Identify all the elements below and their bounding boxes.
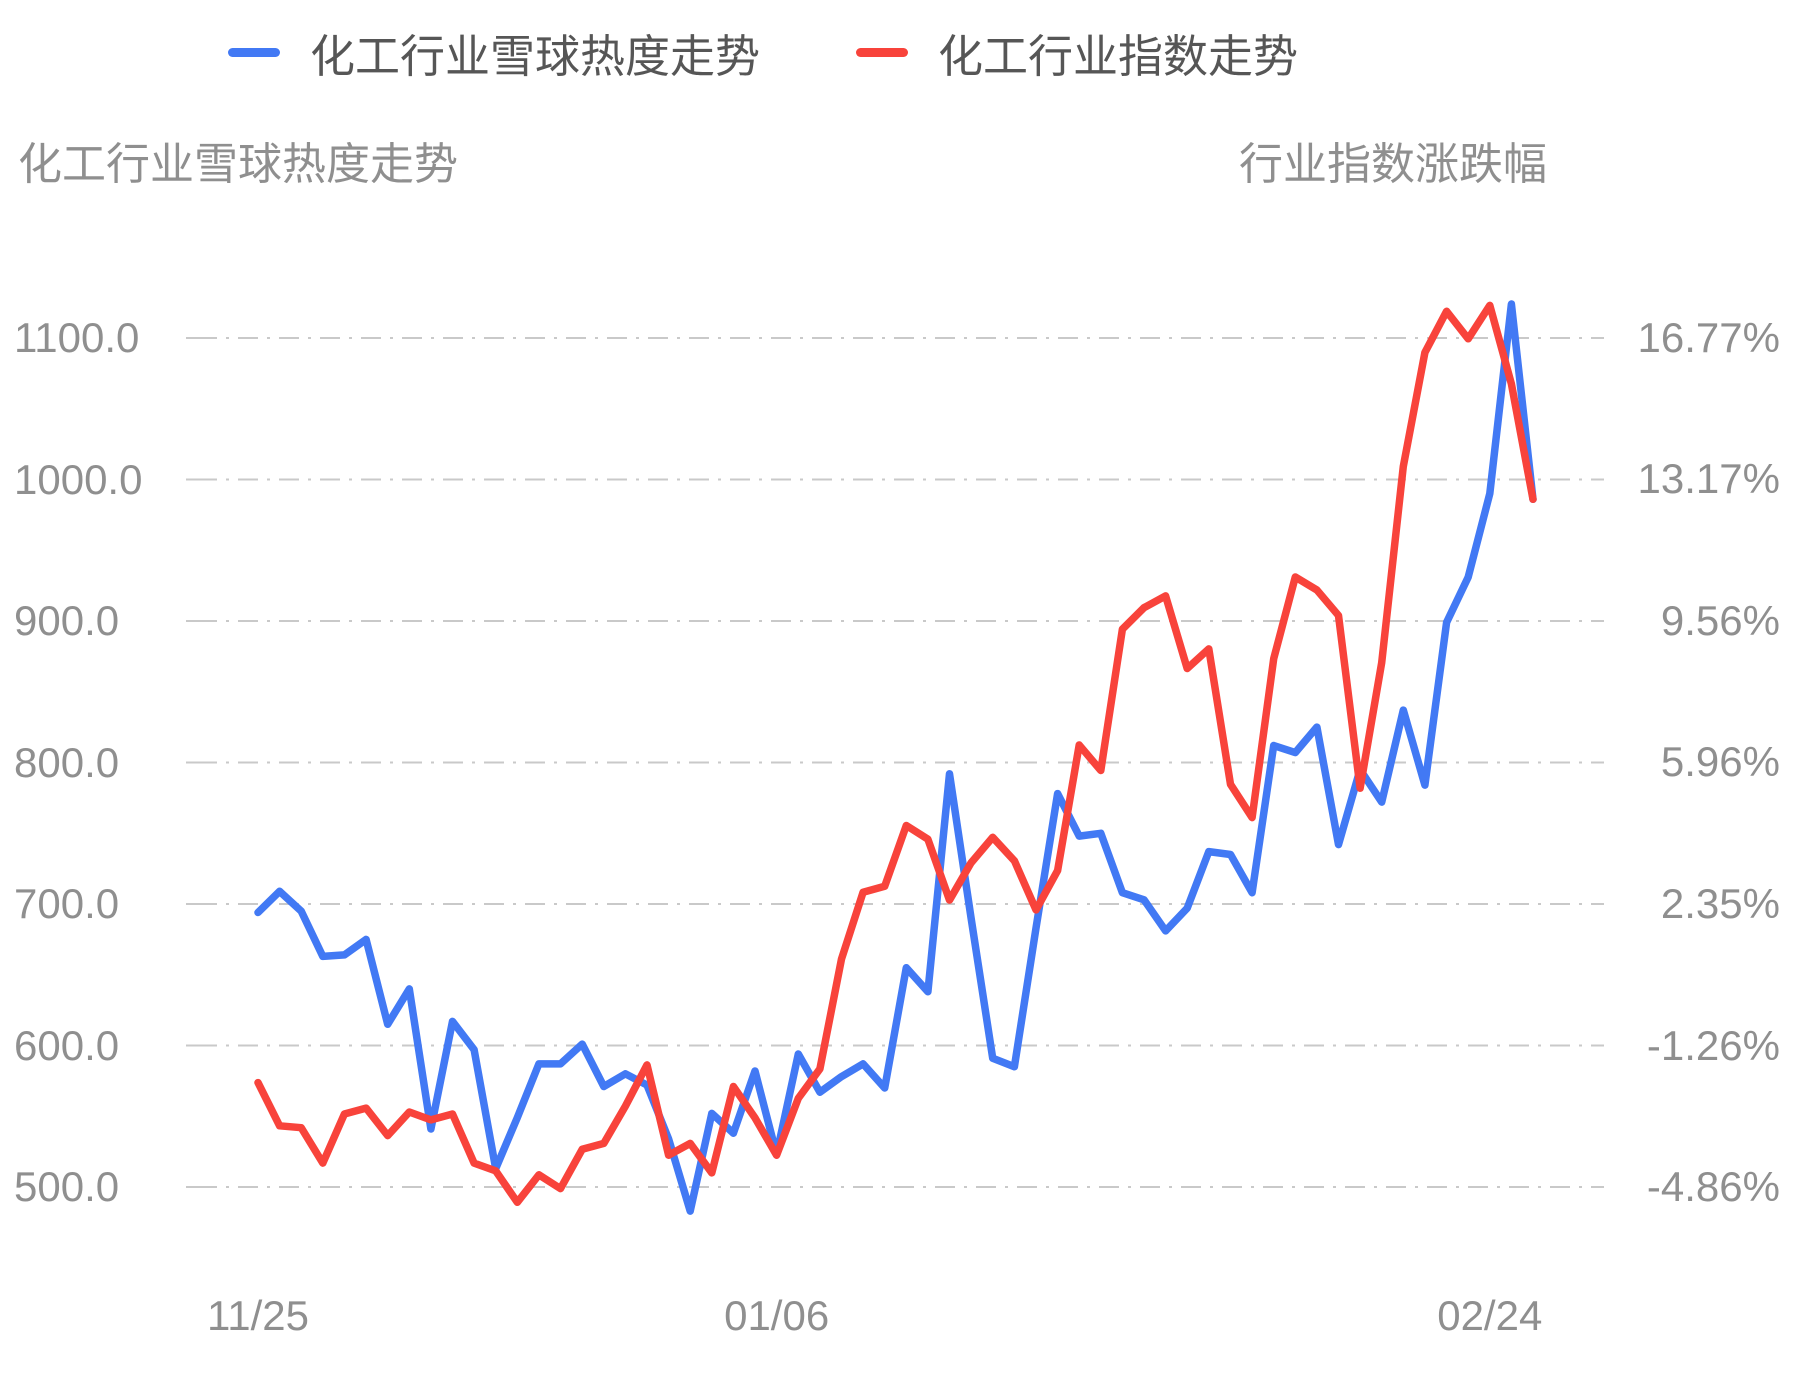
left-axis-tick-label: 1000.0	[14, 455, 143, 503]
index-series-line	[254, 301, 1537, 1207]
heat-series-marker-icon	[228, 48, 280, 57]
left-axis-tick-label: 500.0	[14, 1163, 120, 1210]
x-axis-tick-label: 02/24	[1437, 1292, 1543, 1339]
right-axis-tick-label: 5.96%	[1660, 738, 1780, 786]
right-axis-tick-label: -4.86%	[1646, 1163, 1780, 1210]
right-axis-tick-label: -1.26%	[1646, 1021, 1780, 1069]
x-axis-tick-label: 11/25	[207, 1292, 309, 1339]
left-axis-tick-label: 800.0	[14, 738, 120, 786]
right-axis-tick-label: 13.17%	[1637, 455, 1780, 503]
legend-item-index[interactable]: 化工行业指数走势	[856, 20, 1298, 85]
left-axis-tick-label: 1100.0	[14, 314, 140, 361]
legend-label-heat: 化工行业雪球热度走势	[310, 31, 761, 82]
right-axis-tick-label: 9.56%	[1660, 597, 1780, 644]
right-axis-title: 行业指数涨跌幅	[1239, 140, 1547, 189]
index-series-marker-icon	[856, 48, 909, 57]
left-axis-tick-label: 700.0	[14, 880, 120, 927]
legend-item-heat[interactable]: 化工行业雪球热度走势	[228, 20, 760, 85]
heat-series-line	[254, 300, 1537, 1215]
left-axis-title: 化工行业雪球热度走势	[18, 140, 458, 189]
left-axis-tick-label: 900.0	[14, 597, 120, 644]
left-axis-tick-label: 600.0	[14, 1021, 120, 1069]
x-axis-tick-label: 01/06	[724, 1292, 830, 1339]
legend: 化工行业雪球热度走势 化工行业指数走势	[228, 20, 1298, 85]
legend-label-index: 化工行业指数走势	[938, 31, 1299, 82]
right-axis-tick-label: 16.77%	[1637, 314, 1780, 361]
right-axis-tick-label: 2.35%	[1660, 880, 1780, 927]
